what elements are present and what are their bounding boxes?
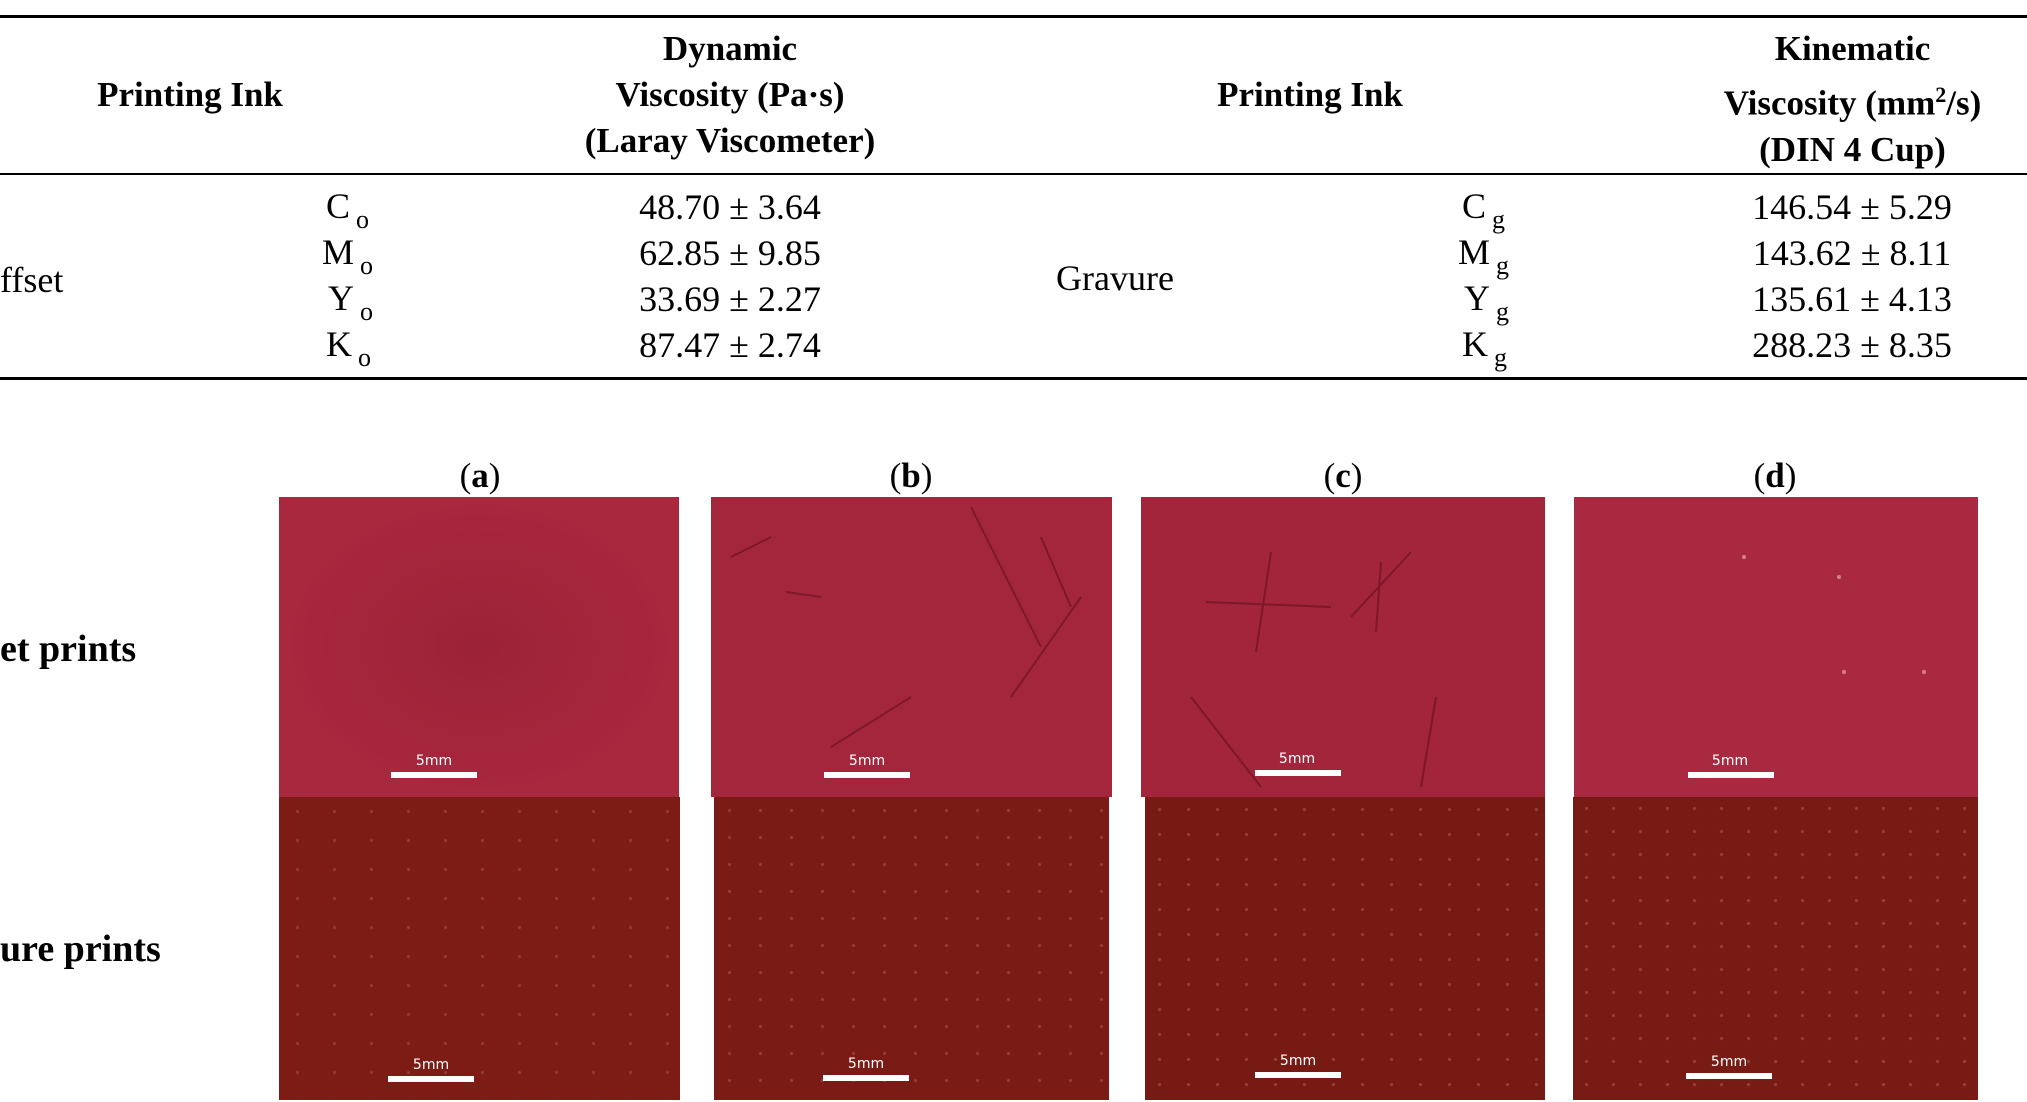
scale-label: 5mm (1711, 753, 1749, 769)
offset-print-image-b: 5mm (711, 497, 1112, 797)
value-offset-m: 62.85 ± 9.85 (639, 233, 821, 273)
header-kinematic-viscosity: Kinematic Viscosity (mm2/s) (DIN 4 Cup) (1660, 26, 2027, 173)
scale-label: 5mm (1278, 751, 1316, 767)
table-top-rule (0, 15, 2027, 18)
panel-label-d: (d) (1753, 456, 1797, 495)
scale-bar (823, 1075, 909, 1081)
header-dynamic-line3: (Laray Viscometer) (584, 121, 876, 160)
header-kinematic-line3: (DIN 4 Cup) (1759, 129, 1946, 169)
scale-label: 5mm (1279, 1053, 1317, 1069)
scale-bar (1255, 1072, 1341, 1078)
scale-bar (824, 772, 910, 778)
scale-bar (1255, 770, 1341, 776)
header-kinematic-line1: Kinematic (1774, 29, 1931, 68)
group-label-gravure: Gravure (1056, 258, 1174, 298)
row-label-gravure-prints: ure prints (0, 928, 161, 970)
table-bottom-rule (0, 377, 2027, 380)
value-offset-c: 48.70 ± 3.64 (639, 187, 821, 227)
header-kinematic-line2: Viscosity (mm2/s) (1723, 82, 1982, 123)
value-gravure-c: 146.54 ± 5.29 (1752, 187, 1952, 227)
header-dynamic-viscosity: Dynamic Viscosity (Pa·s) (Laray Viscomet… (530, 26, 930, 164)
header-printing-ink-left: Printing Ink (97, 75, 283, 114)
scale-bar (388, 1076, 474, 1082)
speckle-texture-icon (1742, 555, 1926, 674)
table-header-rule (0, 173, 2027, 175)
value-offset-y: 33.69 ± 2.27 (639, 279, 821, 319)
offset-print-image-c: 5mm (1141, 497, 1545, 797)
gravure-print-image-d: 5mm (1573, 797, 1978, 1100)
scale-bar (1688, 772, 1774, 778)
scale-label: 5mm (848, 753, 886, 769)
scale-label: 5mm (415, 753, 453, 769)
offset-print-image-a: 5mm (279, 497, 679, 797)
header-dynamic-line1: Dynamic (662, 29, 798, 68)
value-gravure-y: 135.61 ± 4.13 (1752, 279, 1952, 319)
gravure-print-image-b: 5mm (714, 797, 1109, 1100)
header-printing-ink-right: Printing Ink (1217, 75, 1403, 114)
gravure-print-image-a: 5mm (279, 797, 680, 1100)
panel-label-b: (b) (889, 456, 933, 495)
scale-bar (391, 772, 477, 778)
scale-label: 5mm (847, 1056, 885, 1072)
header-dynamic-line2: Viscosity (Pa·s) (615, 75, 845, 114)
scale-bar (1686, 1073, 1772, 1079)
scale-label: 5mm (1710, 1054, 1748, 1070)
offset-print-image-d: 5mm (1574, 497, 1978, 797)
value-gravure-m: 143.62 ± 8.11 (1752, 233, 1952, 273)
gravure-print-image-c: 5mm (1145, 797, 1545, 1100)
value-offset-k: 87.47 ± 2.74 (639, 325, 821, 365)
fiber-texture-icon (1190, 551, 1437, 788)
panel-label-a: (a) (459, 456, 501, 495)
group-label-offset: ffset (0, 260, 64, 300)
fiber-texture-icon (730, 506, 1082, 748)
value-gravure-k: 288.23 ± 8.35 (1752, 325, 1952, 365)
row-label-offset-prints: et prints (0, 628, 137, 670)
scale-label: 5mm (412, 1057, 450, 1073)
panel-label-c: (c) (1323, 456, 1363, 495)
